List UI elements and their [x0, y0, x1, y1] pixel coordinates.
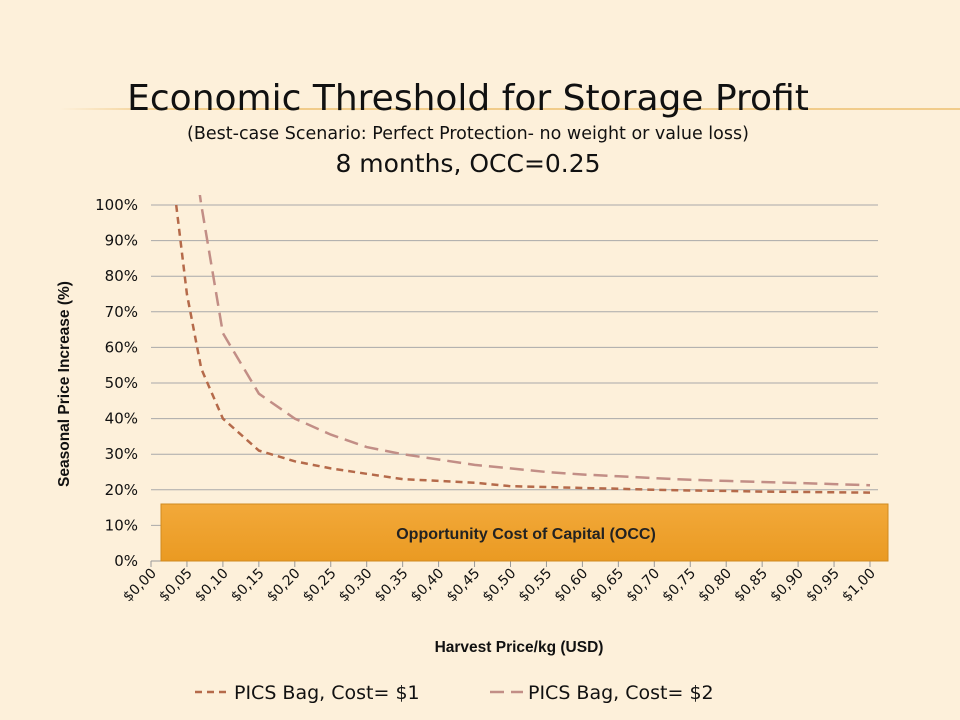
- x-tick-label: $0,00: [120, 566, 160, 606]
- x-tick-label: $0,30: [336, 566, 376, 606]
- x-tick-label: $0,40: [408, 566, 448, 606]
- x-tick-label: $0,90: [767, 566, 807, 606]
- legend: PICS Bag, Cost= $1 PICS Bag, Cost= $2: [195, 682, 714, 704]
- y-tick-label: 60%: [105, 338, 138, 356]
- x-tick-label: $1,00: [839, 566, 879, 606]
- chart-title: Economic Threshold for Storage Profit: [127, 78, 809, 119]
- y-tick-label: 80%: [105, 267, 138, 285]
- occ-band-label: Opportunity Cost of Capital (OCC): [396, 526, 656, 543]
- x-tick-label: $0,95: [803, 566, 843, 606]
- y-axis-title: Seasonal Price Increase (%): [56, 281, 73, 487]
- y-tick-label: 50%: [105, 374, 138, 392]
- x-axis-tick-labels: $0,00$0,05$0,10$0,15$0,20$0,25$0,30$0,35…: [120, 566, 879, 606]
- x-tick-label: $0,65: [588, 566, 628, 606]
- chart-subtitle-scenario: 8 months, OCC=0.25: [335, 149, 601, 178]
- x-tick-label: $0,10: [192, 566, 232, 606]
- series-line-1: [174, 204, 871, 494]
- y-tick-label: 0%: [114, 552, 138, 570]
- x-tick-label: $0,35: [372, 566, 412, 606]
- legend-label-cost1: PICS Bag, Cost= $1: [234, 682, 420, 704]
- title-rule: [60, 108, 960, 110]
- x-tick-label: $0,25: [300, 566, 340, 606]
- x-tick-label: $0,85: [731, 566, 771, 606]
- y-tick-label: 40%: [105, 410, 138, 428]
- x-tick-label: $0,55: [516, 566, 556, 606]
- x-tick-label: $0,80: [695, 566, 735, 606]
- x-tick-label: $0,70: [623, 566, 663, 606]
- y-tick-label: 90%: [105, 232, 138, 250]
- x-tick-label: $0,60: [552, 566, 592, 606]
- x-tick-label: $0,15: [228, 566, 268, 606]
- x-tick-label: $0,45: [444, 566, 484, 606]
- x-axis-title: Harvest Price/kg (USD): [435, 639, 604, 656]
- x-tick-label: $0,75: [659, 566, 699, 606]
- y-axis-tick-labels: 0% 10% 20% 30% 40% 50% 60% 70% 80% 90% 100%: [95, 196, 138, 570]
- legend-label-cost2: PICS Bag, Cost= $2: [528, 682, 714, 704]
- y-tick-label: 70%: [105, 303, 138, 321]
- y-tick-label: 10%: [105, 516, 138, 534]
- chart-subtitle: (Best-case Scenario: Perfect Protection-…: [187, 124, 749, 144]
- series-group: [174, 195, 871, 494]
- x-tick-label: $0,20: [264, 566, 304, 606]
- x-tick-label: $0,50: [480, 566, 520, 606]
- series-line-2: [198, 195, 871, 487]
- x-tick-label: $0,05: [156, 566, 196, 606]
- occ-band: [160, 503, 889, 562]
- y-tick-label: 100%: [95, 196, 138, 214]
- y-tick-label: 20%: [105, 481, 138, 499]
- y-tick-label: 30%: [105, 445, 138, 463]
